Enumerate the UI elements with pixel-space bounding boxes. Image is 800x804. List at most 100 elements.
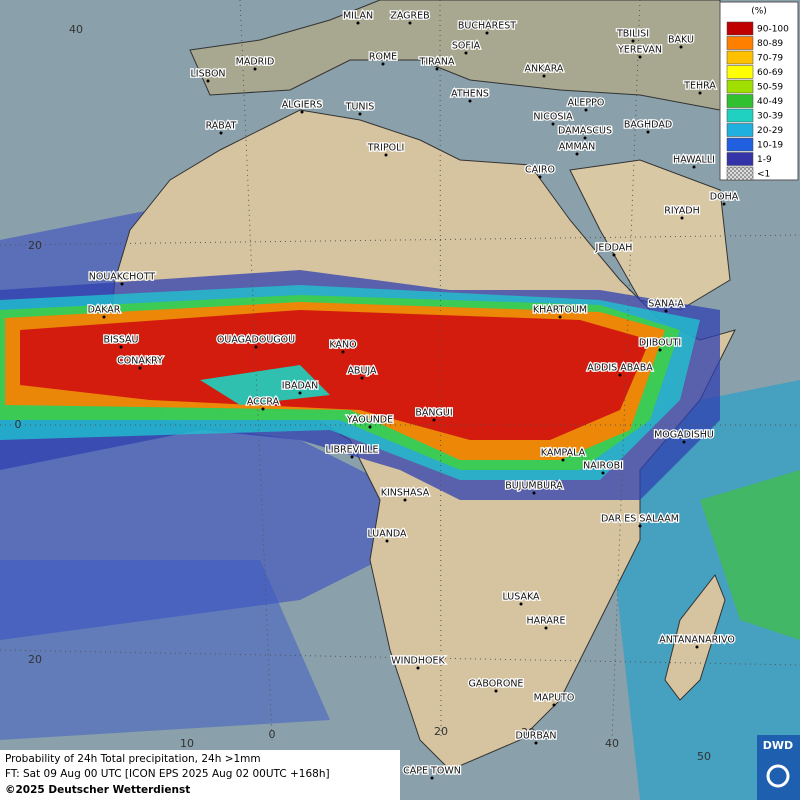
precip-band xyxy=(20,310,650,440)
city-label: DOHA xyxy=(710,192,739,203)
legend-swatch xyxy=(726,152,754,166)
city-label: NAIROBI xyxy=(583,461,623,472)
city-label: BAGHDAD xyxy=(624,120,672,131)
legend-label: 80-89 xyxy=(757,39,783,49)
city-dot xyxy=(575,152,579,156)
city-label: MAPUTO xyxy=(534,693,575,704)
grid-label: 50 xyxy=(697,750,711,763)
city-label: WINDHOEK xyxy=(391,656,445,667)
city-label: BANGUI xyxy=(415,408,452,419)
grid-label: 0 xyxy=(15,418,22,431)
city-label: OUAGADOUGOU xyxy=(217,335,295,346)
city-dot xyxy=(494,689,498,693)
city-dot xyxy=(695,645,699,649)
city-dot xyxy=(368,425,372,429)
legend-label: 60-69 xyxy=(757,68,783,78)
legend: (%) 90-100 80-89 70-79 60-69 50-59 40-49 30-39… xyxy=(719,1,799,181)
city-label: TUNIS xyxy=(345,102,375,113)
city-dot xyxy=(519,602,523,606)
city-dot xyxy=(120,282,124,286)
city-dot xyxy=(219,131,223,135)
grid-label: 10 xyxy=(180,737,194,750)
city-label: LUANDA xyxy=(367,529,407,540)
city-dot xyxy=(551,122,555,126)
city-dot xyxy=(584,108,588,112)
city-dot xyxy=(638,55,642,59)
city-dot xyxy=(698,91,702,95)
city-label: MILAN xyxy=(343,11,373,22)
city-label: YAOUNDE xyxy=(346,415,393,426)
city-dot xyxy=(722,202,726,206)
grid-label: 20 xyxy=(28,653,42,666)
city-label: ACCRA xyxy=(247,397,280,408)
europe xyxy=(189,0,721,111)
city-label: RIYADH xyxy=(664,206,699,217)
footer-line: ©2025 Deutscher Wetterdienst xyxy=(5,784,190,796)
city-label: ADDIS ABABA xyxy=(587,363,653,374)
city-label: LUSAKA xyxy=(502,592,540,603)
city-label: ROME xyxy=(369,52,397,63)
city-dot xyxy=(341,350,345,354)
city-dot xyxy=(612,253,616,257)
city-dot xyxy=(682,440,686,444)
legend-title: (%) xyxy=(751,7,767,17)
grid-line xyxy=(439,0,442,741)
city-dot xyxy=(261,407,265,411)
city-label: TBILISI xyxy=(616,29,649,40)
legend-label: 30-39 xyxy=(757,112,783,122)
legend-label: 90-100 xyxy=(757,25,789,35)
city-dot xyxy=(360,376,364,380)
precip-band xyxy=(200,365,330,405)
city-dot xyxy=(464,51,468,55)
footer-box xyxy=(0,750,400,800)
legend-swatch xyxy=(726,65,754,79)
city-label: KANO xyxy=(329,340,356,351)
city-dot xyxy=(542,74,546,78)
city-dot xyxy=(544,626,548,630)
legend-swatch xyxy=(726,94,754,108)
city-dot xyxy=(468,99,472,103)
city-dot xyxy=(432,418,436,422)
city-label: SOFIA xyxy=(452,41,481,52)
city-label: DAKAR xyxy=(88,305,121,316)
graticule xyxy=(0,0,800,741)
city-dot xyxy=(679,45,683,49)
city-label: AMMAN xyxy=(559,142,596,153)
city-label: ZAGREB xyxy=(390,11,429,22)
city-label: DAR ES SALAAM xyxy=(601,514,679,525)
legend-label: 10-19 xyxy=(757,141,783,151)
ocean-precip xyxy=(700,470,800,640)
city-label: TIRANA xyxy=(419,57,455,68)
city-label: ALGIERS xyxy=(282,100,323,111)
city-dot xyxy=(638,524,642,528)
legend-label: 70-79 xyxy=(757,54,783,64)
city-dot xyxy=(601,471,605,475)
grid-line xyxy=(0,649,800,666)
city-dot xyxy=(485,31,489,35)
legend-swatch xyxy=(726,137,754,152)
logo-icon xyxy=(766,764,790,788)
city-label: MOGADISHU xyxy=(654,430,714,441)
legend-label: 40-49 xyxy=(757,97,783,107)
city-label: RABAT xyxy=(206,121,237,132)
city-label: DURBAN xyxy=(516,731,557,742)
city-dot xyxy=(435,67,439,71)
city-dot xyxy=(381,62,385,66)
legend-label: 50-59 xyxy=(757,83,783,93)
city-dot xyxy=(558,315,562,319)
city-dot xyxy=(408,21,412,25)
city-dot xyxy=(119,345,123,349)
city-label: CAIRO xyxy=(525,165,555,176)
city-label: HAWALLI xyxy=(673,155,715,166)
city-dot xyxy=(538,175,542,179)
city-dot xyxy=(583,136,587,140)
city-dot xyxy=(416,666,420,670)
city-label: YEREVAN xyxy=(617,45,662,56)
city-label: TRIPOLI xyxy=(367,143,405,154)
city-dot xyxy=(561,458,565,462)
city-dot xyxy=(403,498,407,502)
legend-swatch xyxy=(726,166,754,181)
city-label: ATHENS xyxy=(451,89,489,100)
city-dot xyxy=(253,67,257,71)
